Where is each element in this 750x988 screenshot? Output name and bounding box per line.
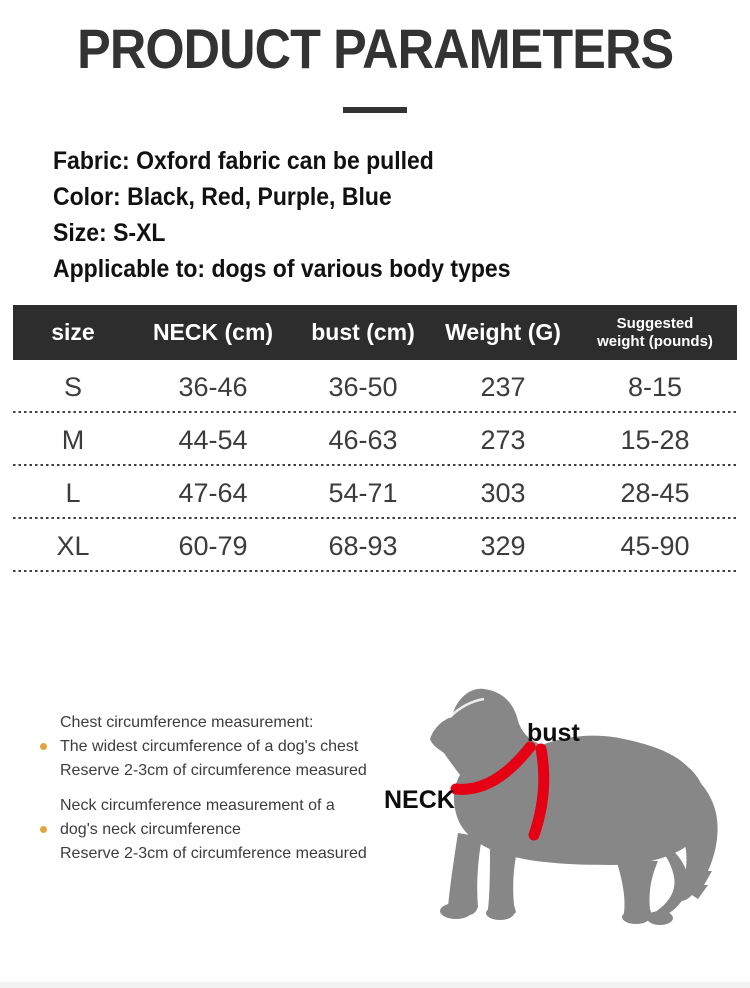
neck-label: NECK: [384, 786, 455, 814]
bullet-dot-icon: [40, 826, 47, 833]
header-bust: bust (cm): [311, 319, 415, 345]
row-separator: [13, 570, 737, 572]
info-fabric: Fabric: Oxford fabric can be pulled: [53, 147, 434, 175]
product-info-block: Fabric: Oxford fabric can be pulled Colo…: [53, 143, 510, 287]
info-size: Size: S-XL: [53, 219, 166, 247]
header-weight: Weight (G): [445, 319, 561, 345]
info-color: Color: Black, Red, Purple, Blue: [53, 183, 392, 211]
size-table: size NECK (cm) bust (cm) Weight (G) Sugg…: [13, 305, 737, 572]
table-row: L 47-64 54-71 303 28-45: [65, 478, 690, 508]
row-separator: [13, 517, 737, 519]
header-suggested-weight: Suggested weight (pounds): [597, 314, 713, 350]
info-applicable: Applicable to: dogs of various body type…: [53, 255, 511, 283]
footer-strip: [0, 982, 750, 988]
header-size: size: [51, 319, 95, 345]
neck-measurement-note: Neck circumference measurement of a dog'…: [40, 794, 410, 866]
dog-silhouette: [430, 688, 718, 925]
bust-strap-line: [528, 743, 550, 841]
measurement-notes: Chest circumference measurement: The wid…: [40, 711, 410, 866]
chest-measurement-note: Chest circumference measurement: The wid…: [40, 711, 410, 783]
row-separator: [13, 411, 737, 413]
bust-label: bust: [527, 719, 580, 747]
header-neck: NECK (cm): [152, 319, 274, 345]
dog-ear-line: [449, 697, 485, 718]
size-table-header: size NECK (cm) bust (cm) Weight (G) Sugg…: [13, 305, 737, 360]
title-underline-dash: [343, 107, 407, 113]
neck-strap-line: [450, 741, 536, 795]
table-row: S 36-46 36-50 237 8-15: [63, 372, 683, 402]
table-row: M 44-54 46-63 273 15-28: [61, 425, 690, 455]
table-row: XL 60-79 68-93 329 45-90: [56, 531, 690, 561]
page-title: PRODUCT PARAMETERS: [76, 17, 674, 80]
dog-mouth-notch: [422, 745, 442, 759]
row-separator: [13, 464, 737, 466]
bullet-dot-icon: [40, 743, 47, 750]
dog-illustration: [420, 683, 740, 933]
